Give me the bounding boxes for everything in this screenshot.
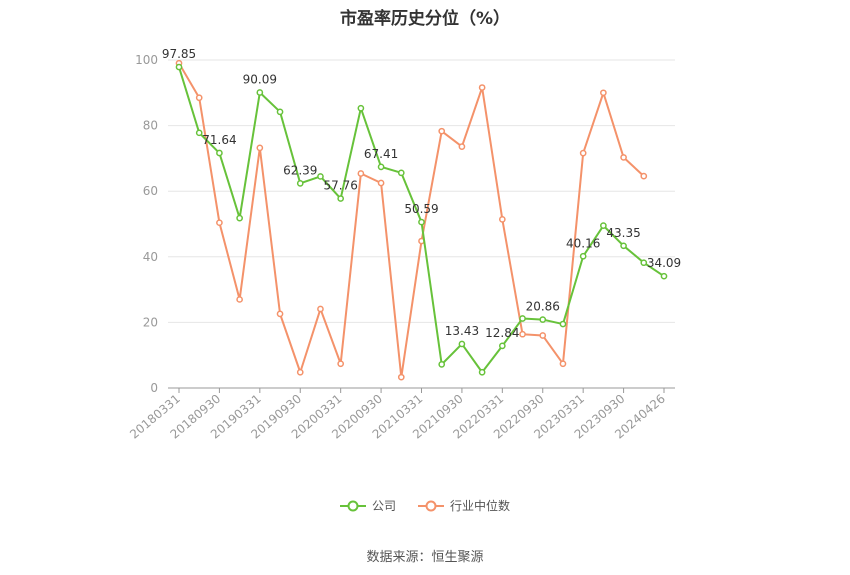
data-point-company [317,173,324,180]
data-point-industry-median [397,373,405,381]
data-point-industry-median [195,94,203,102]
data-point-industry-median [559,360,567,368]
data-point-company [216,149,223,157]
data-point-company [478,368,486,376]
y-tick-label: 80 [143,119,158,133]
y-tick-label: 20 [143,315,158,329]
data-labels: 97.85 71.64 90.09 62.39 57.76 67.41 50.59 13.43… [162,47,681,340]
data-point-company [539,316,547,323]
data-label-company: 67.41 [364,147,398,161]
data-point-company [195,129,203,137]
data-point-company [559,320,567,328]
data-label-company: 13.43 [445,324,479,338]
data-point-industry-median [519,330,526,338]
grid-lines [168,59,675,323]
data-label-company: 97.85 [162,47,196,61]
data-label-company: 90.09 [243,73,277,87]
data-label-company: 43.35 [606,226,640,240]
y-tick-label: 0 [150,381,158,395]
data-point-company [438,361,446,368]
legend-company-line-icon [339,500,366,511]
series-line-industry-median [178,62,645,379]
data-point-industry-median [276,310,284,318]
data-point-industry-median [236,296,243,303]
y-tick-label: 100 [135,53,158,67]
data-point-industry-median [296,368,304,376]
data-point-company [620,242,627,250]
data-point-industry-median [620,154,627,161]
data-point-industry-median [478,84,486,91]
data-point-company [498,342,506,350]
data-point-industry-median [579,149,587,157]
chart-title: 市盈率历史分位（%） [339,9,511,29]
data-label-company: 62.39 [283,163,317,177]
data-label-company: 71.64 [202,133,236,147]
data-point-company [418,218,425,226]
data-point-industry-median [256,144,264,152]
data-point-industry-median [539,332,547,339]
data-point-industry-median [438,127,446,135]
data-point-industry-median [640,172,648,180]
series-layer [175,59,668,381]
data-point-industry-median [498,216,506,223]
data-point-company [519,315,526,322]
data-label-company: 12.84 [485,326,519,340]
y-tick-label: 60 [143,184,158,198]
data-point-company [256,89,264,96]
legend-company-label: 公司 [371,499,396,513]
data-point-company [357,104,365,112]
data-point-company [640,259,648,267]
data-point-company [600,222,607,229]
data-point-industry-median [357,170,365,177]
data-point-company [276,108,284,116]
data-point-industry-median [216,219,223,227]
legend-industry-line-icon [418,500,444,511]
data-point-company [397,169,405,177]
y-tick-label: 40 [143,250,158,264]
data-point-industry-median [317,305,324,313]
legend-item-company[interactable]: 公司 [339,497,396,514]
data-point-industry-median [377,179,385,187]
data-label-company: 50.59 [404,202,438,216]
data-point-company [236,214,243,222]
data-label-company: 57.76 [323,179,357,193]
data-point-company [660,272,668,280]
legend-industry-median-label: 行业中位数 [450,499,511,513]
data-label-company: 40.16 [566,236,600,250]
data-point-industry-median [337,360,345,368]
data-label-company: 34.09 [647,256,681,270]
data-point-industry-median [458,143,466,150]
data-point-company [377,163,385,171]
data-point-company [337,195,345,202]
data-label-company: 20.86 [526,300,560,314]
data-source-note: 数据来源：恒生聚源 [366,550,484,565]
data-point-company [296,180,304,187]
data-point-company [458,340,466,348]
legend-item-industry-median[interactable]: 行业中位数 [418,497,510,514]
data-point-industry-median [600,89,607,97]
data-point-company [579,252,587,260]
legend: 公司 行业中位数 [0,497,850,514]
data-point-company [175,63,183,71]
